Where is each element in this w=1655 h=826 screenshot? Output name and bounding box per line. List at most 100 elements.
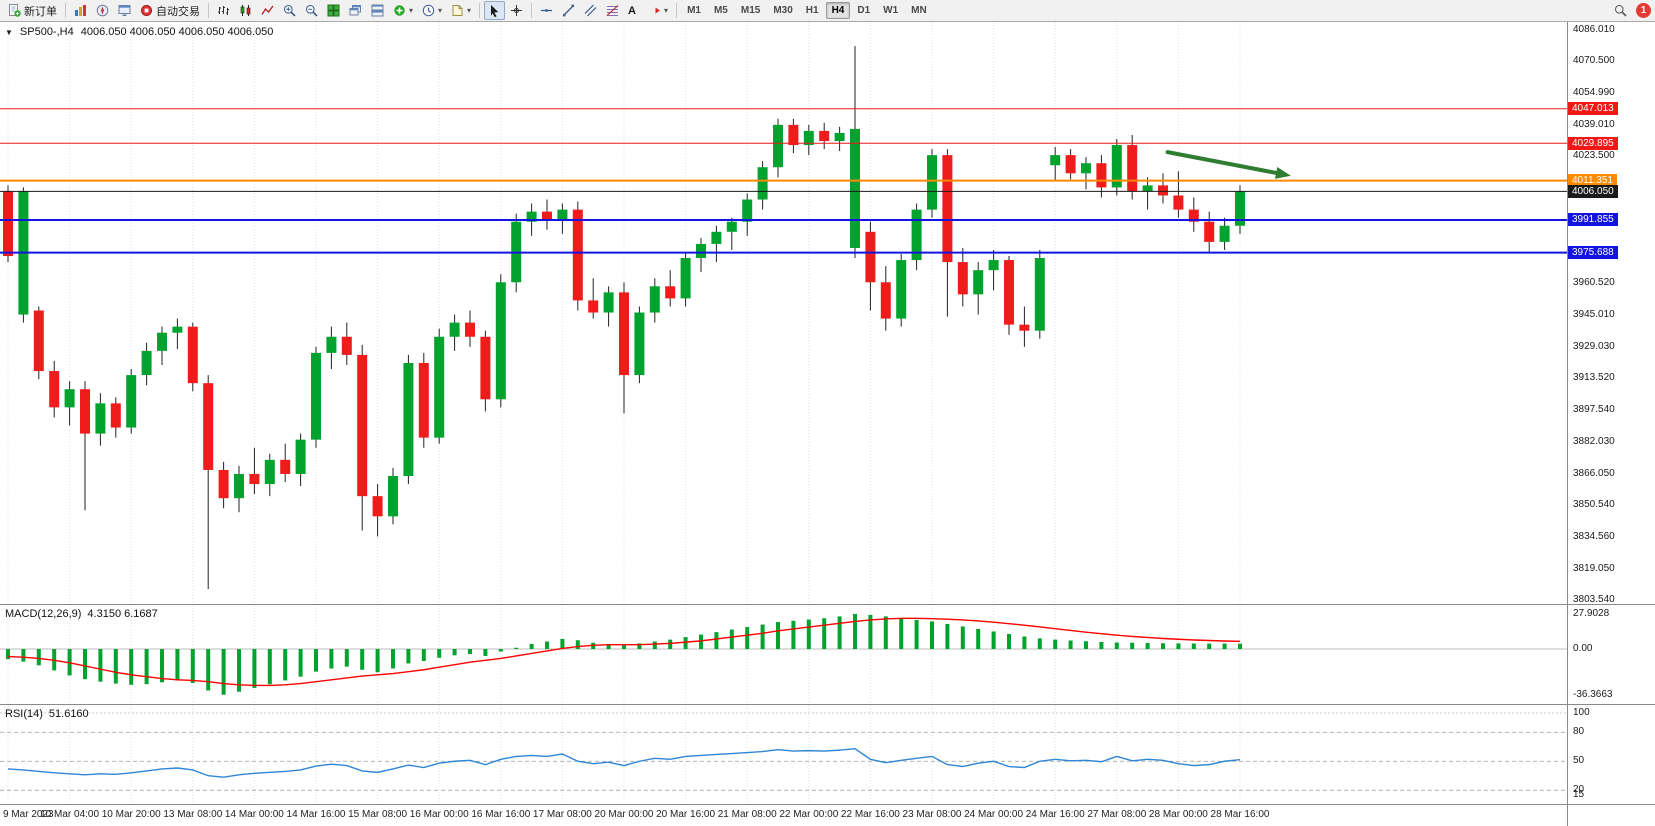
price-tick: 4039.010	[1573, 118, 1615, 130]
timeframe-w1[interactable]: W1	[877, 2, 904, 19]
time-label: 22 Mar 16:00	[840, 809, 900, 820]
chart-ohlc-values: 4006.050 4006.050 4006.050 4006.050	[80, 26, 274, 38]
candlestick-button[interactable]	[235, 1, 256, 20]
new-order-label: 新订单	[24, 5, 57, 18]
cascade-windows-button[interactable]	[345, 1, 366, 20]
crosshair-button[interactable]	[506, 1, 527, 20]
timeframe-m1[interactable]: M1	[681, 2, 707, 19]
chevron-down-icon: ▾	[438, 5, 443, 15]
timeframe-d1[interactable]: D1	[851, 2, 876, 19]
main-chart-panel: ▼ SP500-,H4 4006.050 4006.050 4006.050 4…	[0, 22, 1655, 604]
price-tick: 3913.520	[1573, 372, 1615, 384]
time-label: 10 Mar 04:00	[40, 809, 100, 820]
price-tick: 4023.500	[1573, 150, 1615, 162]
timeframe-m30[interactable]: M30	[767, 2, 798, 19]
macd-axis[interactable]: 27.9028 0.00 -36.3663	[1567, 605, 1655, 704]
timeframe-m15[interactable]: M15	[735, 2, 766, 19]
tile-windows-button[interactable]	[323, 1, 344, 20]
fibonacci-button[interactable]	[602, 1, 623, 20]
rsi-axis[interactable]: 100 80 50 20 15	[1567, 705, 1655, 804]
arrows-button[interactable]: ▾	[644, 1, 672, 20]
time-label: 9 Mar 2023	[3, 809, 54, 820]
fibonacci-icon	[606, 4, 619, 17]
price-tick: 3897.540	[1573, 404, 1615, 416]
toolbar-separator	[65, 3, 66, 18]
line-chart-button[interactable]	[257, 1, 278, 20]
zoom-out-button[interactable]	[301, 1, 322, 20]
trendline-icon	[562, 4, 575, 17]
macd-panel: MACD(12,26,9) 4.3150 6.1687 27.9028 0.00 -…	[0, 604, 1655, 704]
price-axis[interactable]: 4086.010 4070.500 4054.990 4039.010 4023.500…	[1567, 22, 1655, 604]
cursor-button[interactable]	[484, 1, 506, 20]
toolbar-separator	[676, 3, 678, 18]
trend-arrow-annotation	[1165, 150, 1283, 176]
chart-canvas[interactable]	[0, 22, 1567, 604]
price-tick: 3819.050	[1573, 562, 1615, 574]
price-tick: 3866.050	[1573, 467, 1615, 479]
time-label: 13 Mar 08:00	[163, 809, 223, 820]
time-label: 14 Mar 16:00	[286, 809, 346, 820]
macd-canvas[interactable]	[0, 605, 1567, 704]
toolbar: 新订单 自动交易	[0, 0, 1655, 22]
trendline-button[interactable]	[558, 1, 579, 20]
rsi-label: RSI(14)	[5, 708, 43, 720]
timeframe-m5[interactable]: M5	[708, 2, 734, 19]
new-order-button[interactable]: 新订单	[4, 1, 61, 20]
notification-badge[interactable]: 1	[1636, 3, 1651, 18]
timeframe-toolbar: M1 M5 M15 M30 H1 H4 D1 W1 MN	[681, 2, 933, 19]
periods-button[interactable]: ▾	[418, 1, 446, 20]
time-axis[interactable]: 9 Mar 2023 10 Mar 04:00 10 Mar 20:00 13 Mar…	[0, 804, 1655, 826]
arrange-windows-icon	[371, 4, 384, 17]
rsi-value: 51.6160	[48, 708, 89, 720]
time-label: 15 Mar 08:00	[348, 809, 408, 820]
text-label-button[interactable]: A	[624, 1, 643, 20]
equidistant-channel-icon	[584, 4, 597, 17]
zoom-in-button[interactable]	[279, 1, 300, 20]
navigator-button[interactable]	[92, 1, 113, 20]
timeframe-h1[interactable]: H1	[800, 2, 825, 19]
candlestick-icon	[239, 4, 252, 17]
market-watch-icon	[74, 4, 87, 17]
navigator-icon	[96, 4, 109, 17]
rsi-canvas[interactable]	[0, 705, 1567, 804]
toolbar-separator	[479, 3, 481, 18]
price-tick: 4054.990	[1573, 86, 1615, 98]
price-tick: 3960.520	[1573, 277, 1615, 289]
bar-chart-button[interactable]	[213, 1, 234, 20]
time-label: 10 Mar 20:00	[101, 809, 161, 820]
timeframe-mn[interactable]: MN	[905, 2, 933, 19]
rsi-panel: RSI(14) 51.6160 100 80 50 20 15	[0, 704, 1655, 804]
chevron-down-icon: ▾	[664, 5, 669, 15]
horizontal-line-button[interactable]	[536, 1, 557, 20]
autotrading-button[interactable]: 自动交易	[136, 1, 204, 20]
zoom-out-icon	[305, 4, 318, 17]
tile-windows-icon	[327, 4, 340, 17]
templates-button[interactable]: ▾	[447, 1, 475, 20]
macd-tick: -36.3663	[1573, 688, 1613, 700]
equidistant-channel-button[interactable]	[580, 1, 601, 20]
price-tick: 3929.030	[1573, 340, 1615, 352]
toolbar-separator	[531, 3, 533, 18]
axis-corner	[1567, 805, 1655, 826]
arrange-windows-button[interactable]	[367, 1, 388, 20]
price-tick: 3803.540	[1573, 594, 1615, 605]
time-label: 21 Mar 08:00	[717, 809, 777, 820]
price-line-label: 3991.855	[1568, 213, 1618, 227]
line-chart-icon	[261, 4, 274, 17]
add-indicator-button[interactable]: ▾	[389, 1, 417, 20]
market-watch-button[interactable]	[70, 1, 91, 20]
clock-icon	[422, 4, 435, 17]
terminal-icon	[118, 4, 131, 17]
chart-menu-icon[interactable]: ▼	[5, 27, 13, 37]
time-label: 24 Mar 00:00	[964, 809, 1024, 820]
time-label: 17 Mar 08:00	[532, 809, 592, 820]
search-button[interactable]	[1610, 1, 1631, 20]
toolbar-separator	[208, 3, 209, 18]
price-tick: 3882.030	[1573, 435, 1615, 447]
timeframe-h4[interactable]: H4	[825, 2, 851, 19]
terminal-button[interactable]	[114, 1, 135, 20]
macd-label: MACD(12,26,9)	[5, 608, 82, 620]
time-label: 16 Mar 00:00	[409, 809, 469, 820]
horizontal-line-icon	[540, 4, 553, 17]
